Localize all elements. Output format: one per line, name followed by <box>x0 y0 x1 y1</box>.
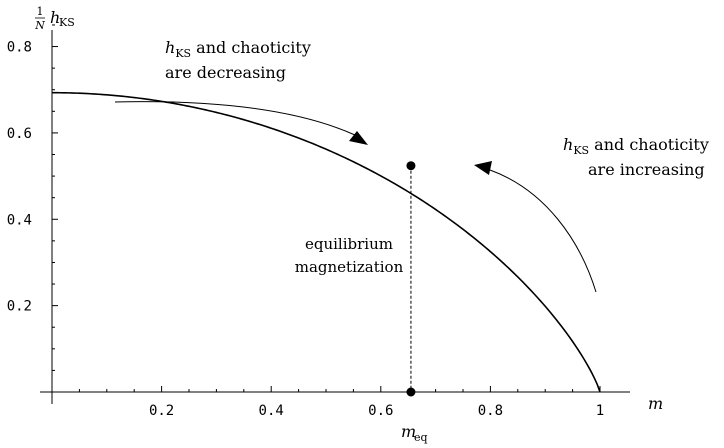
increasing-arrow <box>489 169 597 293</box>
decreasing-arrowhead <box>349 131 368 145</box>
decreasing-label-line2: are decreasing <box>165 63 286 82</box>
x-tick-label: 0.6 <box>368 403 393 419</box>
equilibrium-point <box>406 161 416 171</box>
y-tick-label: 0.6 <box>7 126 32 142</box>
y-label-fraction-num: 1 <box>37 5 44 18</box>
x-tick-label: 0.2 <box>149 403 174 419</box>
increasing-arrowhead <box>474 161 492 175</box>
y-label-fraction-den: N <box>34 19 45 32</box>
x-tick-label: 0.8 <box>478 403 503 419</box>
decreasing-arrow <box>114 101 356 136</box>
axes <box>40 30 630 404</box>
tick-labels: 0.2 0.4 0.6 0.8 1 0.2 0.4 0.6 0.8 <box>7 40 605 419</box>
x-axis-label: m <box>648 394 663 413</box>
y-label-main: h <box>50 8 60 27</box>
y-tick-label: 0.8 <box>7 40 32 56</box>
x-tick-label: 0.4 <box>259 403 284 419</box>
y-tick-label: 0.4 <box>7 212 32 228</box>
y-tick-label: 0.2 <box>7 299 32 315</box>
m-eq-sub: eq <box>414 431 428 444</box>
equilibrium-label-line2: magnetization <box>295 258 404 276</box>
y-label-sub: KS <box>59 16 75 29</box>
equilibrium-label-line1: equilibrium <box>305 235 393 253</box>
x-tick-label: 1 <box>596 403 604 419</box>
decreasing-label-line1: hKS and chaoticity <box>165 38 311 60</box>
y-axis-label: 1 N h KS <box>34 5 75 32</box>
increasing-annotation: hKS and chaoticity are increasing <box>474 135 709 293</box>
equilibrium-axis-point <box>406 387 416 397</box>
increasing-label-line1: hKS and chaoticity <box>563 135 709 157</box>
increasing-label-line2: are increasing <box>588 160 705 179</box>
decreasing-annotation: hKS and chaoticity are decreasing <box>114 38 368 145</box>
tick-marks <box>52 24 601 392</box>
series-line-hks-curve <box>52 91 601 393</box>
m-eq-main: m <box>401 422 416 441</box>
m-eq-label: m eq <box>401 422 428 444</box>
